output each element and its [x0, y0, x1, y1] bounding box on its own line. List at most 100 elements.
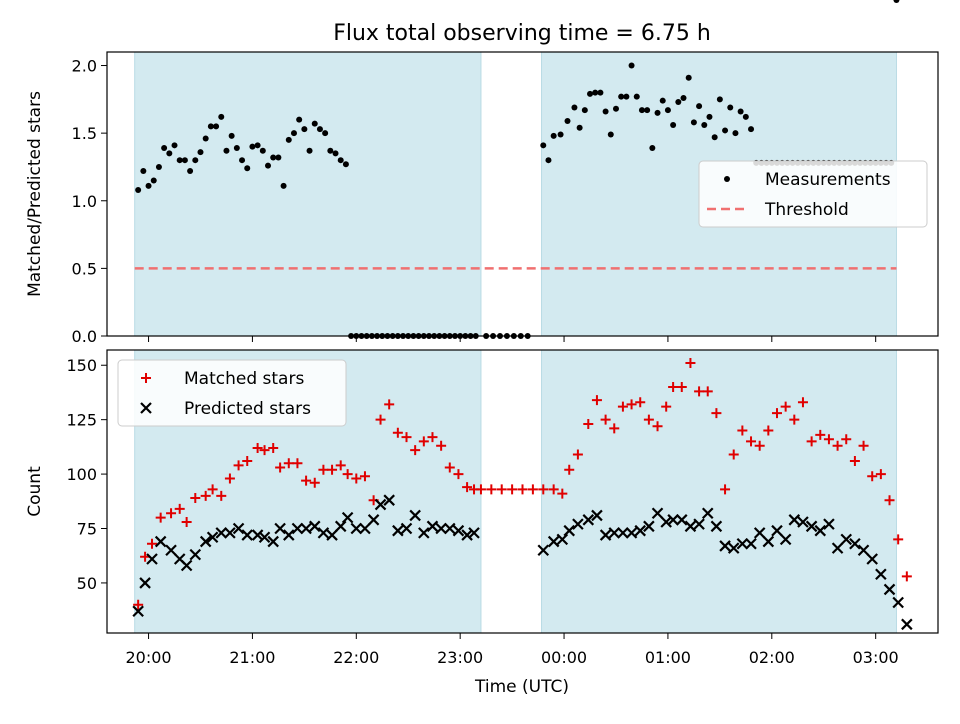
predicted-star-marker [367, 514, 380, 526]
matched-star-marker [401, 432, 412, 443]
matched-star-marker [572, 449, 583, 460]
y-tick-label: 0.0 [72, 327, 97, 346]
measurement-point [748, 126, 755, 133]
measurement-point [145, 182, 152, 189]
measurement-point [701, 122, 708, 129]
predicted-star-marker [383, 494, 395, 506]
count-points [132, 358, 913, 631]
predicted-star-marker [374, 498, 387, 511]
predicted-star-marker [547, 535, 560, 548]
measurement-point [233, 145, 240, 152]
predicted-star-marker [866, 553, 878, 565]
predicted-star-marker [788, 514, 801, 526]
matched-star-marker [200, 490, 211, 501]
y-tick-label: 125 [66, 411, 97, 430]
measurement-point [265, 162, 272, 169]
matched-star-marker [564, 464, 575, 475]
predicted-star-marker [797, 516, 809, 528]
measurement-point [644, 107, 651, 114]
measurement-point [166, 150, 173, 157]
predicted-star-marker [745, 537, 757, 550]
legend-plus-marker [141, 373, 151, 383]
matched-star-marker [410, 445, 421, 456]
observing-interval-1 [134, 51, 482, 337]
measurement-point [727, 104, 734, 111]
predicted-star-marker [608, 527, 621, 539]
x-tick-label: 01:00 [645, 648, 691, 667]
measurement-point [249, 143, 256, 150]
predicted-star-marker [189, 548, 202, 561]
matched-star-marker [252, 442, 263, 453]
predicted-star-marker [409, 509, 421, 522]
measurement-point [202, 135, 209, 142]
measurement-point [176, 157, 183, 164]
matched-star-marker [702, 386, 713, 397]
measurement-point [280, 182, 287, 189]
predicted-star-marker [146, 553, 158, 565]
observing-interval-2 [541, 349, 897, 634]
predicted-star-marker [537, 544, 550, 557]
measurement-point [290, 130, 297, 137]
predicted-star-marker [180, 559, 193, 572]
matched-star-marker [283, 458, 294, 469]
x-tick-label: 21:00 [229, 648, 275, 667]
measurement-point [301, 126, 308, 133]
y-tick-label: 50 [77, 574, 97, 593]
matched-star-marker [841, 434, 852, 445]
measurement-point [327, 147, 334, 154]
matched-star-marker [893, 534, 904, 545]
predicted-star-marker [154, 535, 167, 548]
measurement-point [285, 136, 292, 143]
measurement-point [638, 107, 645, 114]
ratio-y-ticks: 0.0 0.5 1.0 1.5 2.0 [72, 57, 107, 346]
measurement-point [893, 0, 900, 3]
matched-star-marker [711, 408, 722, 419]
matched-star-marker [207, 484, 218, 495]
predicted-star-marker [727, 542, 740, 554]
legend-label: Predicted stars [184, 399, 311, 419]
x-tick-label: 22:00 [333, 648, 379, 667]
measurement-point [306, 147, 313, 154]
predicted-star-marker [426, 520, 439, 533]
measurement-point [592, 89, 599, 96]
count-x-ticks: 20:00 21:00 22:00 23:00 00:00 01:00 02:00 03:00 [125, 633, 899, 667]
matched-star-marker [668, 382, 679, 393]
matched-star-marker [133, 599, 144, 610]
measurement-point [155, 163, 162, 170]
matched-star-marker [517, 484, 528, 495]
measurement-point [161, 145, 168, 152]
matched-star-marker [155, 512, 166, 523]
predicted-star-marker [823, 518, 835, 530]
matched-star-marker [771, 408, 782, 419]
predicted-star-marker [617, 527, 629, 539]
predicted-star-marker [710, 520, 723, 533]
matched-star-marker [342, 469, 353, 480]
matched-star-marker [617, 401, 628, 412]
measurement-point [659, 97, 666, 104]
predicted-star-marker [274, 522, 286, 535]
ratio-legend: Measurements Threshold [698, 160, 928, 228]
measurement-point [337, 157, 344, 164]
predicted-star-marker [317, 527, 330, 539]
count-y-ticks: 50 75 100 125 150 [66, 356, 107, 593]
measurement-point [722, 127, 729, 134]
measurement-point [550, 132, 557, 139]
matched-star-marker [268, 442, 279, 453]
predicted-star-marker [326, 529, 338, 541]
measurement-point [135, 186, 142, 193]
matched-star-marker [147, 538, 158, 549]
matched-star-marker [737, 425, 748, 436]
measurement-point [612, 105, 619, 112]
predicted-star-marker [215, 527, 228, 539]
matched-star-marker [652, 421, 663, 432]
matched-star-marker [335, 460, 346, 471]
matched-star-marker [375, 414, 386, 425]
predicted-star-marker [232, 522, 245, 535]
ratio-panel: 0.00.51.01.52.0 Matched/Predicted stars … [25, 0, 939, 346]
predicted-star-marker [359, 522, 371, 535]
matched-star-marker [259, 445, 270, 456]
measurement-point [296, 116, 303, 123]
matched-star-marker [453, 469, 464, 480]
legend-label: Measurements [765, 170, 891, 190]
x-tick-label: 03:00 [853, 648, 899, 667]
